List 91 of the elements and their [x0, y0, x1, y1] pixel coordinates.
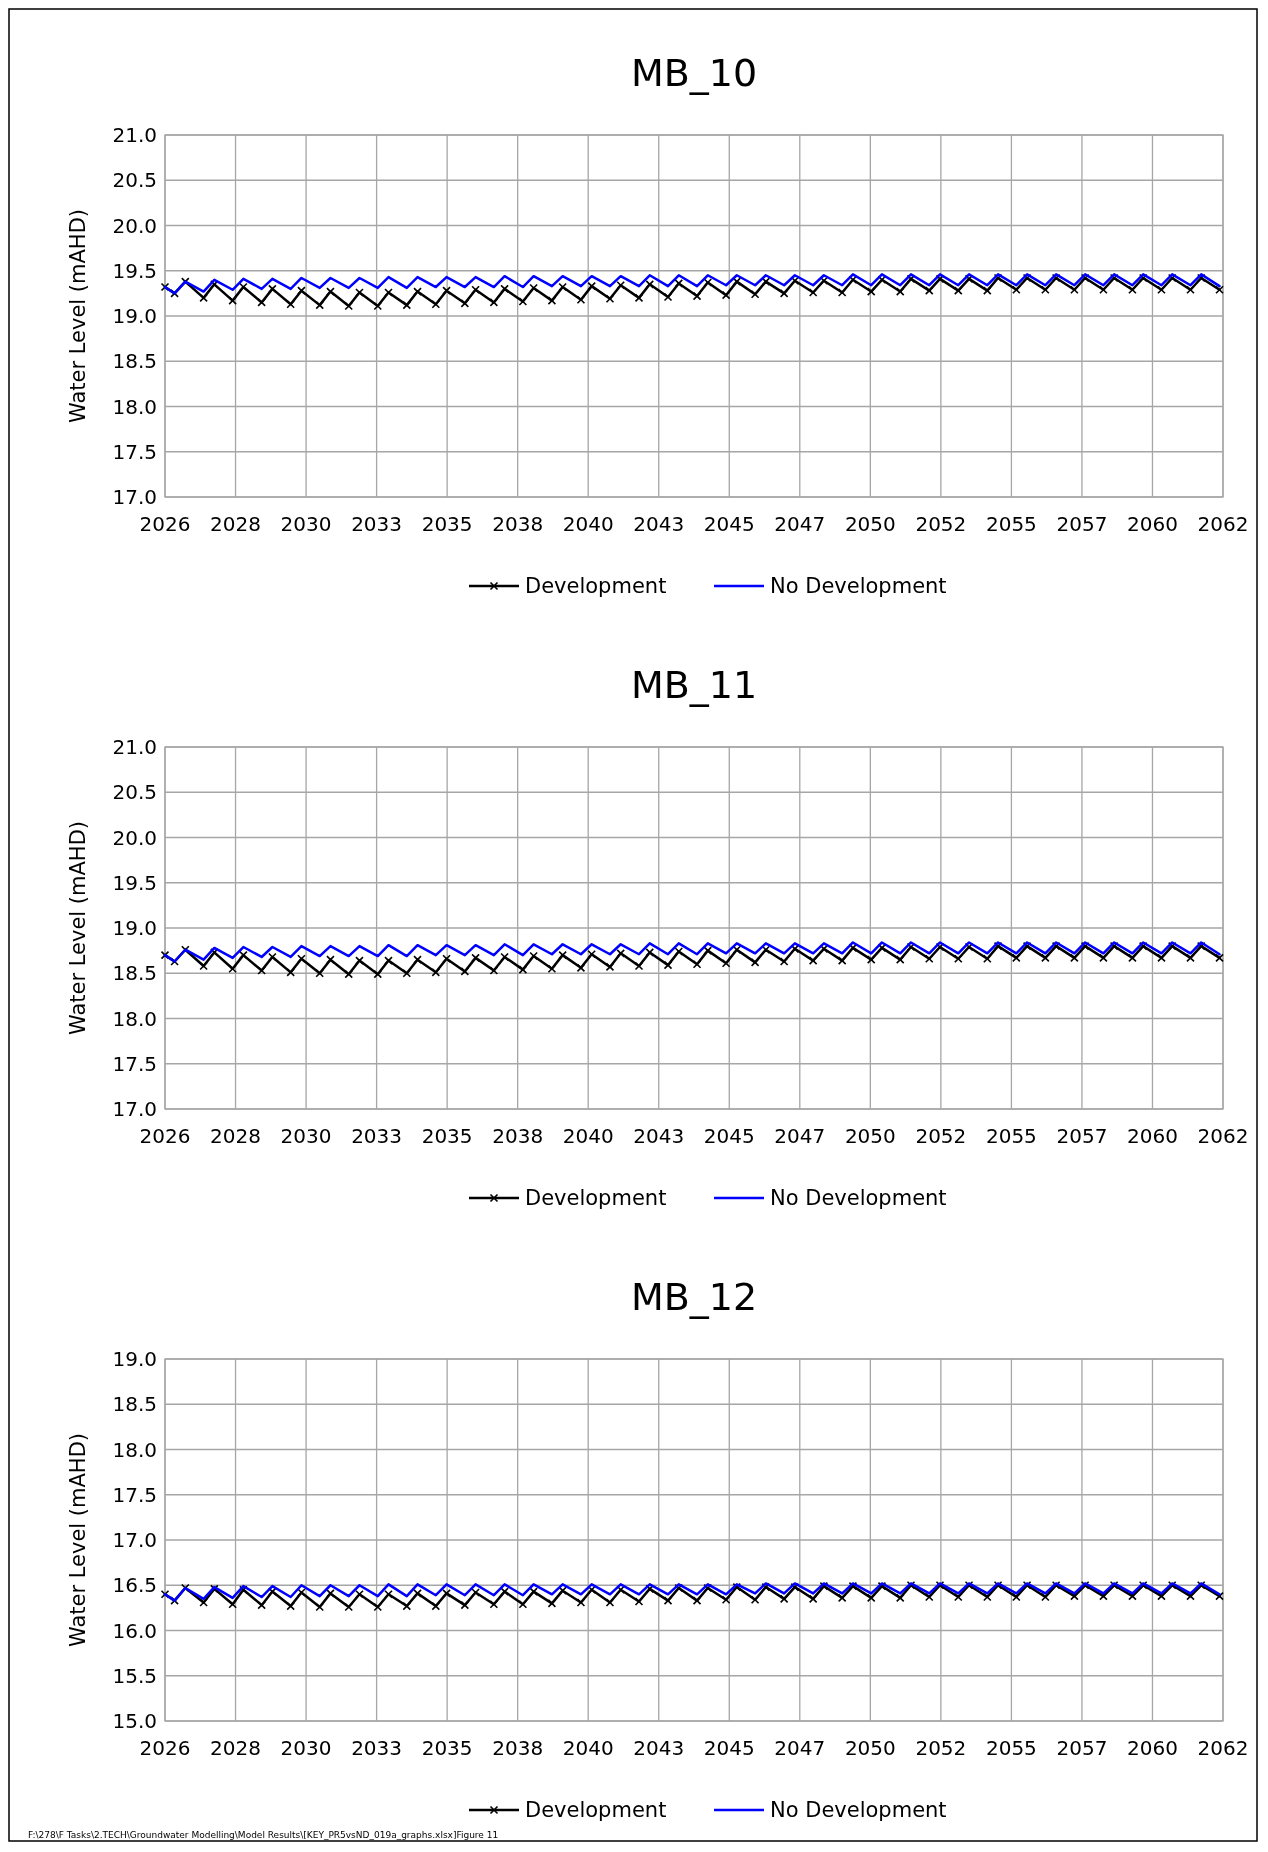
- y-tick-label: 17.5: [112, 439, 157, 464]
- x-tick-label: 2047: [774, 1736, 826, 1760]
- y-axis-title: Water Level (mAHD): [66, 820, 90, 1036]
- x-tick-label: 2050: [844, 1124, 896, 1148]
- y-tick-label: 15.5: [112, 1663, 157, 1688]
- y-tick-label: 17.0: [112, 1528, 157, 1552]
- y-tick-label: 20.0: [112, 825, 157, 850]
- x-tick-label: 2055: [985, 1124, 1037, 1148]
- line-series: [163, 273, 1221, 295]
- x-tick-label: 2060: [1127, 512, 1178, 536]
- y-tick-label: 18.0: [112, 1006, 157, 1031]
- line-series: [163, 941, 1221, 963]
- y-tick-label: 18.5: [112, 1392, 157, 1417]
- chart-title: MB_12: [630, 1275, 758, 1319]
- x-tick-label: 2057: [1056, 1124, 1108, 1148]
- x-tick-label: 2026: [139, 1736, 191, 1760]
- y-tick-label: 16.0: [112, 1618, 157, 1643]
- x-tick-label: 2028: [210, 1736, 261, 1760]
- x-tick-label: 2047: [774, 512, 826, 536]
- y-tick-label: 15.0: [112, 1709, 157, 1733]
- x-tick-label: 2033: [351, 1736, 403, 1760]
- x-tick-label: 2057: [1056, 512, 1108, 536]
- y-tick-label: 19.0: [112, 304, 157, 328]
- x-tick-label: 2030: [280, 512, 332, 536]
- y-tick-label: 18.0: [112, 1437, 157, 1462]
- legend-label: No Development: [770, 1186, 947, 1211]
- x-tick-label: 2038: [492, 1736, 544, 1760]
- x-tick-label: 2026: [139, 1124, 191, 1148]
- y-tick-label: 18.5: [112, 961, 157, 986]
- x-tick-label: 2052: [915, 1124, 967, 1148]
- x-tick-label: 2035: [421, 512, 473, 536]
- y-tick-label: 19.0: [112, 1347, 157, 1371]
- line-series: [163, 1582, 1221, 1602]
- x-tick-label: 2040: [562, 512, 614, 536]
- x-tick-label: 2043: [633, 512, 685, 536]
- y-tick-label: 17.0: [112, 1097, 157, 1121]
- x-tick-label: 2047: [774, 1124, 826, 1148]
- x-tick-label: 2060: [1127, 1736, 1178, 1760]
- x-tick-label: 2057: [1056, 1736, 1108, 1760]
- y-tick-label: 17.5: [112, 1051, 157, 1076]
- y-tick-label: 19.5: [112, 870, 157, 895]
- chart-title: MB_10: [630, 51, 758, 95]
- x-tick-label: 2026: [139, 512, 191, 536]
- x-tick-label: 2045: [703, 1124, 755, 1148]
- x-tick-label: 2052: [915, 512, 967, 536]
- y-tick-label: 18.0: [112, 394, 157, 419]
- y-tick-label: 21.0: [112, 123, 157, 147]
- x-tick-label: 2050: [844, 512, 896, 536]
- y-tick-label: 17.5: [112, 1482, 157, 1507]
- y-tick-label: 18.5: [112, 349, 157, 374]
- x-tick-label: 2055: [985, 1736, 1037, 1760]
- legend-label: Development: [525, 1186, 667, 1211]
- x-tick-label: 2038: [492, 1124, 544, 1148]
- x-tick-label: 2030: [280, 1124, 332, 1148]
- legend-label: Development: [525, 574, 667, 599]
- x-tick-label: 2045: [703, 1736, 755, 1760]
- x-tick-label: 2040: [562, 1736, 614, 1760]
- x-tick-label: 2033: [351, 512, 403, 536]
- x-tick-label: 2060: [1127, 1124, 1178, 1148]
- y-tick-label: 20.5: [112, 168, 157, 193]
- y-tick-label: 20.0: [112, 213, 157, 238]
- x-tick-label: 2028: [210, 512, 261, 536]
- x-tick-label: 2028: [210, 1124, 261, 1148]
- y-tick-label: 20.5: [112, 780, 157, 805]
- legend-label: No Development: [770, 574, 947, 599]
- text: F:\278\F Tasks\2.TECH\Groundwater Modelling\Model Results\[KEY_PR5vsND_019a_graphs.xlsx]Figure 11: [28, 1830, 499, 1840]
- y-tick-label: 19.0: [112, 916, 157, 940]
- x-tick-label: 2050: [844, 1736, 896, 1760]
- x-tick-label: 2043: [633, 1736, 685, 1760]
- x-tick-label: 2035: [421, 1124, 473, 1148]
- x-tick-label: 2062: [1197, 1736, 1249, 1760]
- x-tick-label: 2040: [562, 1124, 614, 1148]
- y-axis-title: Water Level (mAHD): [66, 208, 90, 424]
- x-tick-label: 2038: [492, 512, 544, 536]
- y-axis-title: Water Level (mAHD): [66, 1432, 90, 1648]
- x-tick-label: 2045: [703, 512, 755, 536]
- x-tick-label: 2062: [1197, 1124, 1249, 1148]
- x-tick-label: 2043: [633, 1124, 685, 1148]
- x-tick-label: 2030: [280, 1736, 332, 1760]
- x-tick-label: 2052: [915, 1736, 967, 1760]
- y-tick-label: 16.5: [112, 1573, 157, 1598]
- y-tick-label: 21.0: [112, 735, 157, 759]
- x-tick-label: 2062: [1197, 512, 1249, 536]
- x-tick-label: 2035: [421, 1736, 473, 1760]
- x-tick-label: 2033: [351, 1124, 403, 1148]
- x-tick-label: 2055: [985, 512, 1037, 536]
- y-tick-label: 17.0: [112, 485, 157, 509]
- y-tick-label: 19.5: [112, 258, 157, 283]
- legend-label: Development: [525, 1798, 667, 1823]
- chart-title: MB_11: [630, 663, 758, 707]
- legend-label: No Development: [770, 1798, 947, 1823]
